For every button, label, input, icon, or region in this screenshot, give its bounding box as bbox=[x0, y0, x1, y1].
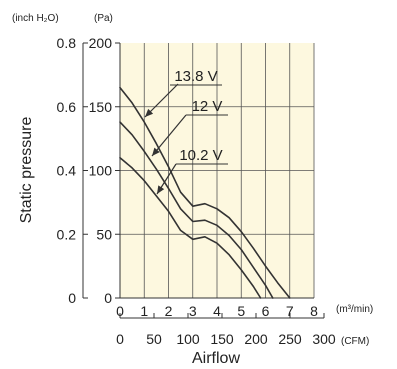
x-tick-label-m3min: 1 bbox=[140, 303, 148, 319]
x-tick-label-cfm: 100 bbox=[176, 331, 200, 347]
x-axis-title: Airflow bbox=[192, 350, 240, 367]
x-tick-label-cfm: 150 bbox=[210, 331, 234, 347]
x-tick-label-m3min: 4 bbox=[213, 303, 221, 319]
y-tick-label-pa: 200 bbox=[89, 35, 113, 51]
y-unit-pa-label: (Pa) bbox=[94, 13, 113, 24]
series-arrowhead bbox=[145, 108, 154, 117]
y-tick-label-inch: 0.4 bbox=[57, 163, 77, 179]
y-tick-label-inch: 0.2 bbox=[57, 226, 77, 242]
curve-13-8-vv bbox=[119, 86, 291, 299]
y-tick-label-inch: 0.8 bbox=[57, 35, 77, 51]
x-unit-m3min-label: (m³/min) bbox=[336, 304, 373, 315]
curves bbox=[119, 86, 291, 299]
y-tick-label-pa: 0 bbox=[104, 290, 112, 306]
y-tick-label-pa: 150 bbox=[89, 99, 113, 115]
x-tick-label-m3min: 6 bbox=[262, 303, 270, 319]
series-labels: 13.8 V 12 V 10.2 V bbox=[144, 68, 228, 195]
series-leader-line bbox=[151, 114, 187, 157]
x-tick-label-m3min: 8 bbox=[310, 303, 318, 319]
x-tick-label-m3min: 5 bbox=[237, 303, 245, 319]
y-axis-title: Static pressure bbox=[18, 117, 35, 224]
x-tick-label-cfm: 200 bbox=[244, 331, 268, 347]
curve-12-vv bbox=[119, 121, 274, 299]
y-tick-label-inch: 0.6 bbox=[57, 99, 77, 115]
y-tick-label-pa: 100 bbox=[89, 163, 113, 179]
x-tick-label-m3min: 7 bbox=[286, 303, 294, 319]
x-tick-label-cfm: 300 bbox=[312, 331, 336, 347]
x-tick-label-cfm: 250 bbox=[278, 331, 302, 347]
x-tick-label-zero: 0 bbox=[116, 303, 124, 319]
series-label-10-2-vv: 10.2 V bbox=[179, 147, 222, 164]
x-tick-label-cfm: 0 bbox=[116, 331, 124, 347]
x-tick-label-m3min: 2 bbox=[165, 303, 173, 319]
y-tick-label-pa: 50 bbox=[96, 226, 112, 242]
x-tick-label-cfm: 50 bbox=[146, 331, 162, 347]
series-label-12-vv: 12 V bbox=[192, 98, 223, 115]
x-tick-label-m3min: 3 bbox=[189, 303, 197, 319]
y-tick-label-inch: 0 bbox=[68, 290, 76, 306]
series-arrowhead bbox=[157, 185, 165, 194]
y-unit-inch-label: (inch H₂O) bbox=[12, 13, 59, 24]
x-unit-cfm-label: (CFM) bbox=[341, 336, 369, 347]
axes bbox=[82, 42, 325, 319]
curve-10-2-vv bbox=[119, 157, 262, 299]
series-arrowhead bbox=[152, 147, 160, 156]
series-label-13-8-vv: 13.8 V bbox=[174, 68, 217, 85]
